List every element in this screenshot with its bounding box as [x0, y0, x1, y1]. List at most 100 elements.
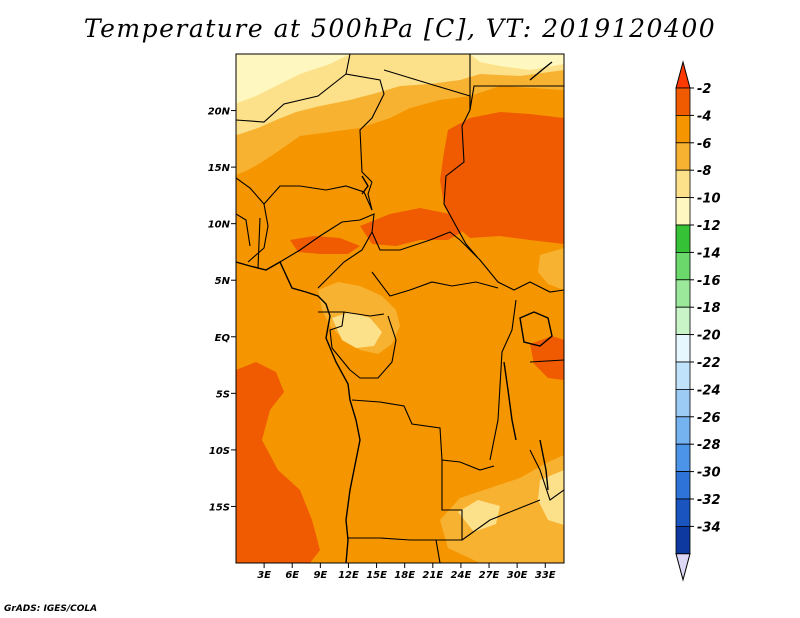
- x-tick-label: 21E: [422, 570, 443, 581]
- border-drc-angola: [351, 399, 495, 471]
- colorbar-bottom-arrow: [675, 553, 691, 582]
- border-west-africa-1: [236, 177, 269, 263]
- coastline-lake-malawi: [539, 439, 549, 491]
- border-zambia-zimbabwe: [461, 499, 541, 541]
- colorbar-swatch: [675, 388, 691, 418]
- colorbar-swatch: [675, 361, 691, 390]
- colorbar-label: -20: [697, 329, 721, 344]
- coastline-lake-victoria: [519, 311, 553, 347]
- border-west-africa-2: [236, 213, 251, 247]
- field-cool-east: [538, 248, 564, 290]
- x-tick-label: 33E: [535, 570, 556, 581]
- field-warm-nigeria: [290, 236, 360, 254]
- border-drc-uganda: [499, 299, 517, 387]
- border-ghana-togo: [257, 217, 261, 269]
- border-south-africa: [435, 539, 441, 563]
- colorbar-label: -12: [697, 219, 721, 234]
- border-congo-drc: [349, 315, 397, 379]
- colorbar-label: -4: [697, 109, 711, 124]
- y-tick-label: 10N: [208, 220, 231, 231]
- colorbar-swatch: [675, 87, 691, 116]
- border-niger-chad: [367, 181, 373, 211]
- colorbar-label: -14: [697, 246, 721, 261]
- field-cool-southeast: [440, 455, 564, 563]
- colorbar-label: -8: [697, 164, 711, 179]
- field-coolest-north: [236, 54, 350, 104]
- x-tick-label: 18E: [394, 570, 415, 581]
- border-chad-car: [371, 231, 461, 251]
- y-tick-label: EQ: [215, 333, 231, 344]
- x-tick-label: 12E: [338, 570, 359, 581]
- border-gabon-congo: [329, 311, 351, 371]
- y-tick-label: 5S: [216, 389, 230, 400]
- border-angola-zambia: [436, 460, 463, 541]
- border-egypt-sudan: [469, 54, 564, 111]
- chart-title: Temperature at 500hPa [C], VT: 201912040…: [83, 14, 717, 43]
- field-cooler-north: [236, 54, 564, 135]
- y-axis-ticks: 20N 15N 10N 5N EQ 5S 10S 15S: [208, 107, 236, 513]
- field-warm-sahel-band: [360, 208, 462, 246]
- country-borders: [236, 54, 564, 563]
- colorbar-label: -24: [697, 383, 721, 398]
- y-tick-label: 15S: [209, 502, 230, 513]
- field-coolest-ne: [470, 54, 564, 70]
- y-tick-label: 15N: [208, 163, 231, 174]
- y-tick-label: 10S: [209, 446, 230, 457]
- field-cooler-southeast: [458, 500, 500, 532]
- border-drc-tanzania: [489, 385, 501, 461]
- x-tick-label: 24E: [451, 570, 472, 581]
- colorbar-label: -28: [697, 438, 721, 453]
- colorbar-label: -26: [697, 411, 721, 426]
- field-cooler-west-central: [332, 312, 382, 348]
- colorbar-label: -18: [697, 301, 721, 316]
- temperature-field: [236, 54, 564, 563]
- field-warm-east-africa: [530, 336, 564, 380]
- colorbar-label: -22: [697, 356, 721, 371]
- colorbar-label: -34: [697, 520, 721, 535]
- border-mali-niger: [236, 73, 347, 123]
- colorbar-swatch: [675, 115, 691, 144]
- colorbar-swatch: [675, 526, 691, 555]
- coastline-lake-chad: [361, 175, 369, 195]
- colorbar-label: -30: [697, 466, 721, 481]
- map-frame: [235, 53, 565, 564]
- border-cameroon-gabon: [318, 311, 385, 317]
- colorbar-swatch: [675, 142, 691, 171]
- coastline-west-africa: [236, 261, 361, 563]
- colorbar-swatch: [675, 334, 691, 363]
- border-car-sudan: [459, 239, 564, 293]
- x-tick-label: 15E: [366, 570, 387, 581]
- colorbar-swatch: [675, 416, 691, 445]
- y-tick-label: 5N: [215, 276, 231, 287]
- border-algeria-libya: [345, 54, 385, 183]
- x-tick-label: 9E: [313, 570, 327, 581]
- border-nigeria-cameroon: [279, 213, 375, 289]
- x-tick-label: 30E: [507, 570, 528, 581]
- border-chad-sudan: [443, 109, 479, 259]
- colorbar-swatch: [675, 197, 691, 226]
- border-mozambique: [529, 449, 564, 501]
- x-tick-label: 27E: [479, 570, 500, 581]
- border-angola-namibia: [348, 537, 436, 541]
- credit-text: GrADS: IGES/COLA: [4, 604, 98, 614]
- colorbar-swatch: [675, 224, 691, 253]
- border-car-drc: [371, 271, 499, 297]
- colorbar-label: -6: [697, 137, 711, 152]
- colorbar-swatch: [675, 279, 691, 308]
- colorbar-swatch: [675, 498, 691, 527]
- x-tick-label: 6E: [285, 570, 299, 581]
- coastlines: [236, 61, 553, 563]
- colorbar-swatch: [675, 169, 691, 198]
- colorbar-swatch: [675, 251, 691, 281]
- coastline-red-sea: [529, 61, 553, 81]
- colorbar-label: -10: [697, 192, 721, 207]
- x-axis-ticks: 3E 6E 9E 12E 15E 18E 21E 24E 27E 30E 33E: [257, 563, 556, 581]
- x-tick-label: 3E: [257, 570, 271, 581]
- colorbar: -2 -4 -6 -8 -10 -12 -14 -16 -18 -20 -22 -24 -26 -28 -3…: [675, 60, 721, 582]
- border-kenya-tanzania: [529, 359, 564, 363]
- field-warm-sudan: [440, 112, 564, 244]
- field-warm-atlantic: [236, 362, 320, 563]
- coastline-lake-tanganyika: [503, 361, 517, 441]
- colorbar-label: -16: [697, 274, 721, 289]
